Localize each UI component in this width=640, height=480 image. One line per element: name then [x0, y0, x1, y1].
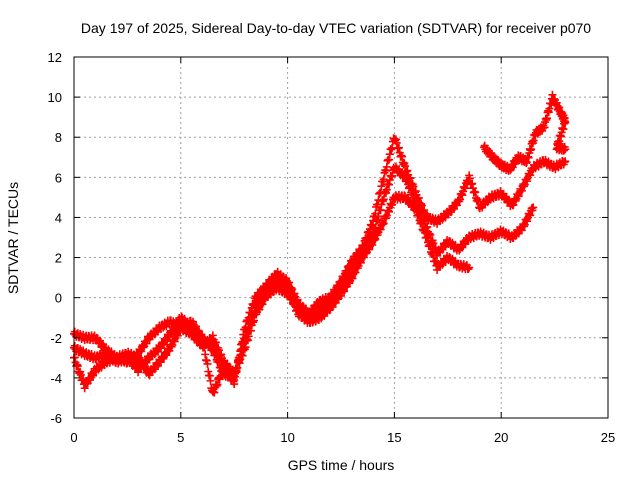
data-point — [238, 337, 247, 346]
data-point — [200, 343, 209, 352]
y-tick-label: -4 — [50, 371, 62, 386]
y-axis-label: SDTVAR / TECUs — [5, 182, 21, 294]
data-point — [529, 203, 538, 212]
x-tick-label: 0 — [70, 430, 77, 445]
x-tick-label: 5 — [177, 430, 184, 445]
y-tick-label: -2 — [50, 331, 62, 346]
y-tick-label: 10 — [48, 90, 62, 105]
y-tick-label: 0 — [55, 291, 62, 306]
y-tick-label: 8 — [55, 130, 62, 145]
y-tick-label: 4 — [55, 210, 62, 225]
data-points — [70, 90, 570, 397]
y-tick-label: -6 — [50, 411, 62, 426]
data-point — [561, 157, 570, 166]
data-point — [203, 359, 212, 368]
x-axis-label: GPS time / hours — [288, 457, 395, 473]
data-point — [230, 380, 239, 389]
x-tick-label: 10 — [280, 430, 294, 445]
x-tick-label: 20 — [494, 430, 508, 445]
data-series — [480, 90, 570, 175]
axis-ticks: 0 5 10 15 20 25 -6 -4 -2 0 2 4 6 8 10 12 — [48, 50, 616, 445]
data-point — [371, 209, 380, 218]
y-tick-label: 6 — [55, 170, 62, 185]
data-point — [233, 363, 242, 372]
data-point — [561, 145, 570, 154]
plot-border — [73, 56, 609, 419]
data-point — [465, 263, 474, 272]
x-tick-label: 15 — [387, 430, 401, 445]
chart-title: Day 197 of 2025, Sidereal Day-to-day VTE… — [81, 20, 591, 36]
data-point — [206, 376, 215, 385]
y-tick-label: 2 — [55, 251, 62, 266]
data-point — [198, 333, 207, 342]
y-tick-label: 12 — [48, 50, 62, 65]
x-tick-label: 25 — [601, 430, 615, 445]
data-series — [70, 134, 570, 397]
